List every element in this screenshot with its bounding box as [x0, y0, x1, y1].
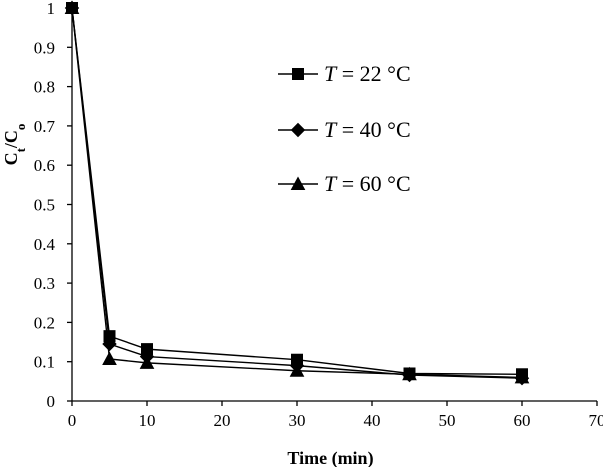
y-tick-label: 0.4 [34, 235, 56, 254]
series-triangle [64, 0, 530, 384]
legend-var: T [324, 61, 338, 86]
y-tick-label: 0.5 [34, 196, 55, 215]
data-point-triangle [64, 0, 80, 14]
x-axis-title: Time (min) [287, 448, 373, 467]
x-tick-label: 20 [214, 411, 231, 430]
legend-marker-square [292, 68, 304, 80]
series-line [71, 7, 523, 375]
x-tick-label: 0 [68, 411, 77, 430]
x-tick-label: 30 [289, 411, 306, 430]
legend-rest: = 22 °C [336, 61, 410, 86]
legend-rest: = 40 °C [336, 117, 410, 142]
legend-rest: = 60 °C [336, 171, 410, 196]
series-line [71, 7, 523, 379]
data-point-triangle [514, 369, 530, 384]
data-point-triangle [289, 363, 305, 377]
y-axis-title-sub1: t [13, 147, 28, 152]
legend-marker-triangle [290, 176, 306, 190]
data-point-triangle [139, 355, 155, 369]
y-axis-title: Ct/Co [1, 124, 28, 166]
y-tick-label: 0.3 [34, 274, 55, 293]
x-tick-label: 60 [514, 411, 531, 430]
y-ticks: 0 0.1 0.2 0.3 0.4 0.5 0.6 0.7 0.8 0.9 1 [34, 0, 72, 411]
y-axis-title-mid: /C [1, 130, 21, 149]
data-point-triangle [402, 366, 417, 381]
y-tick-label: 0.1 [34, 353, 55, 372]
x-tick-label: 70 [589, 411, 603, 430]
axes: 0 10 20 30 40 50 60 70 0 0.1 0.2 0.3 0.4 0.5 0.6 0.7 0.… [34, 0, 603, 430]
y-tick-label: 0.7 [34, 117, 56, 136]
series-layer [64, 0, 530, 386]
y-tick-label: 0.9 [34, 38, 55, 57]
y-tick-label: 0.8 [34, 78, 55, 97]
x-tick-label: 40 [364, 411, 381, 430]
legend-label: T = 22 °C [324, 61, 411, 86]
x-tick-label: 10 [139, 411, 156, 430]
y-tick-label: 1 [47, 0, 56, 18]
legend-entry: T = 22 °C [278, 61, 411, 86]
legend-marker-diamond [290, 122, 306, 138]
y-axis-title-main: C [1, 152, 21, 165]
x-tick-label: 50 [439, 411, 456, 430]
series-line [71, 7, 523, 379]
legend-var: T [324, 117, 338, 142]
y-tick-label: 0.2 [34, 313, 55, 332]
legend: T = 22 °CT = 40 °CT = 60 °C [278, 61, 411, 196]
series-diamond [64, 0, 530, 386]
legend-entry: T = 60 °C [278, 171, 411, 196]
data-point-triangle [102, 351, 117, 365]
legend-entry: T = 40 °C [278, 117, 411, 142]
legend-label: T = 40 °C [324, 117, 411, 142]
y-axis-title-sub2: o [13, 124, 28, 131]
y-tick-label: 0 [47, 392, 56, 411]
y-tick-label: 0.6 [34, 156, 55, 175]
legend-var: T [324, 171, 338, 196]
x-ticks: 0 10 20 30 40 50 60 70 [68, 401, 603, 430]
data-point-diamond [102, 336, 117, 352]
legend-label: T = 60 °C [324, 171, 411, 196]
series-square [66, 2, 528, 381]
